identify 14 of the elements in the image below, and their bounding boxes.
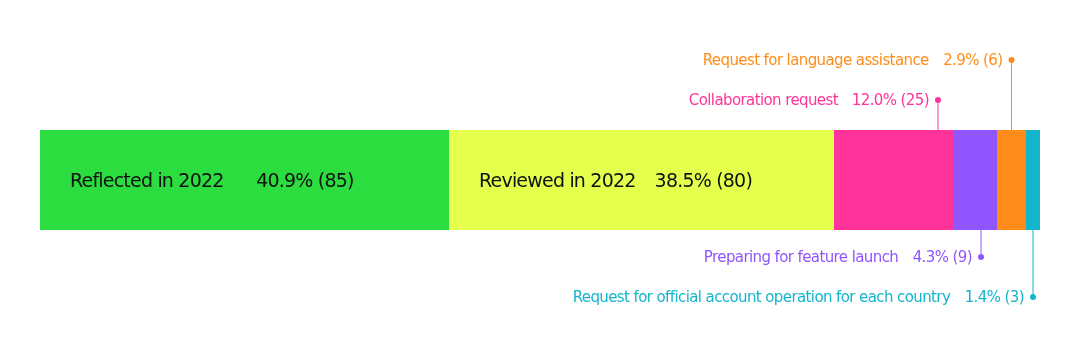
bar: [449, 130, 834, 230]
data-label: 12.0% (25): [851, 91, 929, 109]
data-label: 1.4% (3): [964, 288, 1024, 306]
data-label: 38.5% (80): [654, 169, 753, 191]
series-label: Reviewed in 2022: [479, 169, 636, 191]
bar: [40, 130, 449, 230]
series-label: Reflected in 2022: [70, 169, 224, 191]
data-label: 4.3% (9): [912, 248, 972, 266]
data-label: 40.9% (85): [256, 169, 354, 191]
text: Request for language assistance: [702, 51, 930, 69]
text: Request for official account operation for each country: [572, 288, 951, 306]
text: Preparing for feature launch: [703, 248, 899, 266]
data-label: 2.9% (6): [943, 51, 1003, 69]
series-label: Collaboration request: [688, 91, 839, 109]
